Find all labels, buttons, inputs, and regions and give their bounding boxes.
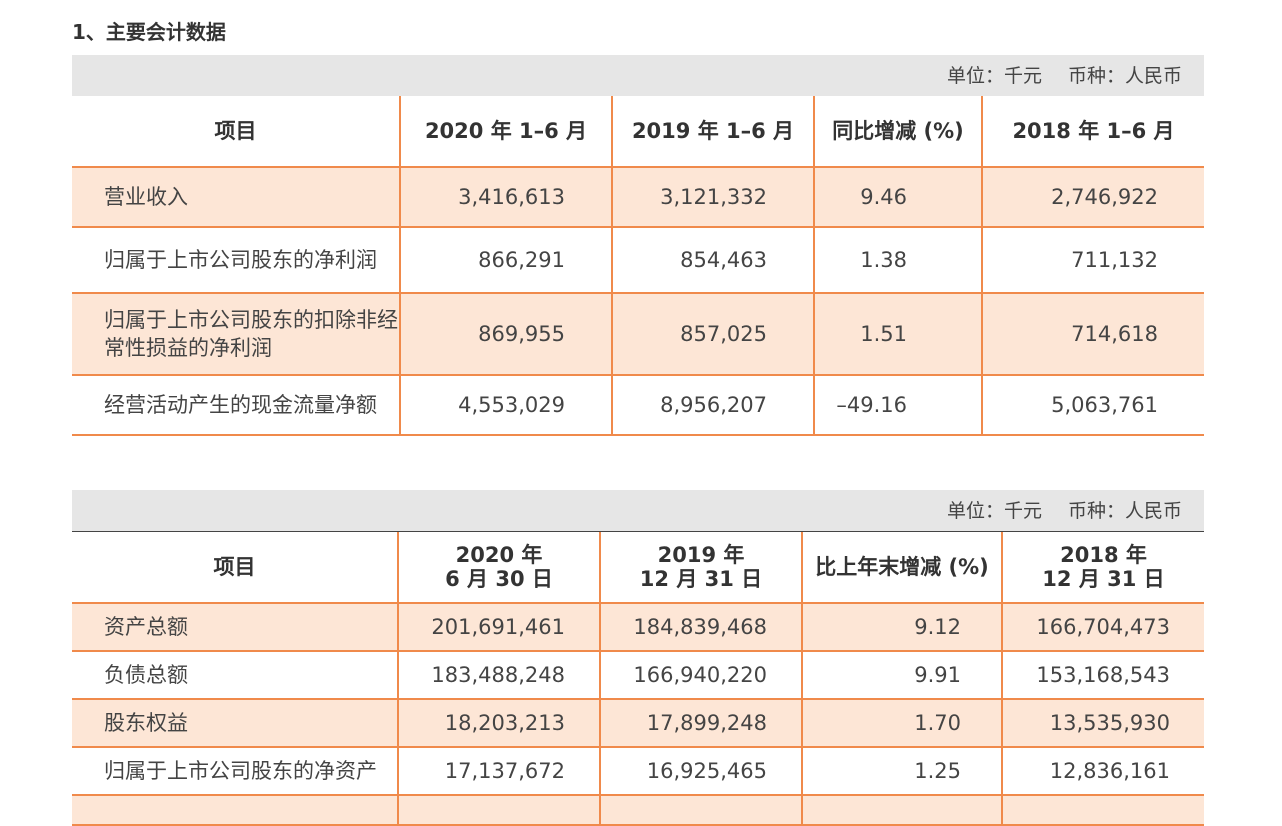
unit-bar-2: 单位：千元 币种：人民币 — [72, 490, 1204, 533]
cell-2020: 18,203,213 — [398, 699, 601, 748]
cell-2019: 3,121,332 — [612, 167, 815, 228]
cell-pct: 1.70 — [802, 699, 1003, 748]
header-2018: 2018 年 1–6 月 — [982, 96, 1204, 168]
cell-2018: 711,132 — [982, 227, 1204, 294]
cell-pct: –49.16 — [814, 375, 983, 436]
cell-pct: 1.25 — [802, 747, 1003, 796]
cell-2018: 166,704,473 — [1002, 603, 1204, 652]
table-row: 归属于上市公司股东的净利润 866,291 854,463 1.38 711,1… — [72, 227, 1204, 294]
cell-pct: 1.51 — [814, 293, 983, 376]
cell-2018: 13,535,930 — [1002, 699, 1204, 748]
header-2018: 2018 年 12 月 31 日 — [1002, 532, 1204, 604]
cell-pct: 9.12 — [802, 603, 1003, 652]
cell-2018: 714,618 — [982, 293, 1204, 376]
row-label: 归属于上市公司股东的扣除非经常性损益的净利润 — [72, 293, 401, 376]
table-row: 负债总额 183,488,248 166,940,220 9.91 153,16… — [72, 651, 1204, 700]
header-item: 项目 — [72, 532, 399, 604]
row-label: 归属于上市公司股东的净利润 — [72, 227, 401, 294]
cell-2020: 4,553,029 — [400, 375, 613, 436]
unit-label: 单位：千元 — [946, 65, 1042, 87]
table-row: 营业收入 3,416,613 3,121,332 9.46 2,746,922 — [72, 167, 1204, 228]
row-label: 资产总额 — [72, 603, 399, 652]
currency-label: 币种：人民币 — [1067, 65, 1182, 87]
cell-pct: 9.91 — [802, 651, 1003, 700]
unit-bar-1: 单位：千元 币种：人民币 — [72, 55, 1204, 98]
cell-2019: 166,940,220 — [600, 651, 803, 700]
cell-2020: 866,291 — [400, 227, 613, 294]
row-label: 负债总额 — [72, 651, 399, 700]
cell-pct: 9.46 — [814, 167, 983, 228]
cell-2019: 854,463 — [612, 227, 815, 294]
cell-2020: 201,691,461 — [398, 603, 601, 652]
cell-2018: 153,168,543 — [1002, 651, 1204, 700]
row-label: 营业收入 — [72, 167, 401, 228]
cell-2018: 12,836,161 — [1002, 747, 1204, 796]
table-row: 经营活动产生的现金流量净额 4,553,029 8,956,207 –49.16… — [72, 375, 1204, 436]
header-yoy-change: 同比增减 (%) — [814, 96, 983, 168]
cell-2019: 16,925,465 — [600, 747, 803, 796]
table-row: 股东权益 18,203,213 17,899,248 1.70 13,535,9… — [72, 699, 1204, 748]
cell-2018: 2,746,922 — [982, 167, 1204, 228]
row-label: 股东权益 — [72, 699, 399, 748]
header-2020: 2020 年 1–6 月 — [400, 96, 613, 168]
row-label: 经营活动产生的现金流量净额 — [72, 375, 401, 436]
header-2019: 2019 年 1–6 月 — [612, 96, 815, 168]
cell-2020: 3,416,613 — [400, 167, 613, 228]
table-row: 归属于上市公司股东的扣除非经常性损益的净利润 869,955 857,025 1… — [72, 293, 1204, 376]
row-label: 归属于上市公司股东的净资产 — [72, 747, 399, 796]
unit-label: 单位：千元 — [946, 500, 1042, 522]
table-row-partial — [72, 795, 1204, 826]
table-row: 归属于上市公司股东的净资产 17,137,672 16,925,465 1.25… — [72, 747, 1204, 796]
table-row: 资产总额 201,691,461 184,839,468 9.12 166,70… — [72, 603, 1204, 652]
cell-2019: 184,839,468 — [600, 603, 803, 652]
header-item: 项目 — [72, 96, 401, 168]
currency-label: 币种：人民币 — [1067, 500, 1182, 522]
cell-2019: 17,899,248 — [600, 699, 803, 748]
header-change: 比上年末增减 (%) — [802, 532, 1003, 604]
table-header-row: 项目 2020 年 1–6 月 2019 年 1–6 月 同比增减 (%) 20… — [72, 96, 1204, 168]
cell-2020: 17,137,672 — [398, 747, 601, 796]
section-heading: 1、主要会计数据 — [72, 20, 226, 44]
income-table: 项目 2020 年 1–6 月 2019 年 1–6 月 同比增减 (%) 20… — [72, 96, 1204, 436]
cell-2019: 857,025 — [612, 293, 815, 376]
cell-2020: 183,488,248 — [398, 651, 601, 700]
cell-pct: 1.38 — [814, 227, 983, 294]
header-2019: 2019 年 12 月 31 日 — [600, 532, 803, 604]
cell-2020: 869,955 — [400, 293, 613, 376]
cell-2019: 8,956,207 — [612, 375, 815, 436]
cell-2018: 5,063,761 — [982, 375, 1204, 436]
